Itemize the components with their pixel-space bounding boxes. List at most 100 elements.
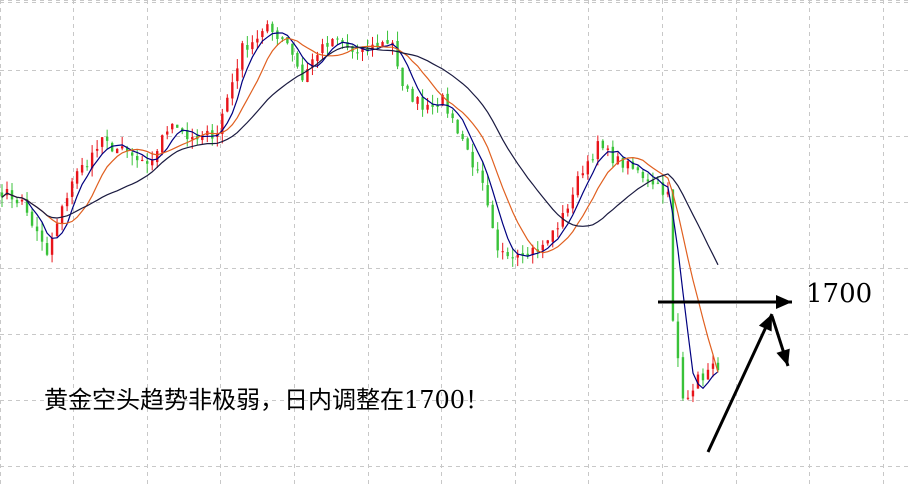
candle-down [406, 85, 409, 89]
candle-up [55, 223, 59, 236]
candle-up [20, 199, 24, 202]
candle-up [361, 47, 364, 53]
candle-up [696, 374, 700, 389]
candle-up [151, 160, 154, 166]
candle-down [30, 211, 34, 226]
candle-down [476, 169, 479, 171]
candle-down [506, 252, 509, 257]
candle-up [426, 104, 429, 110]
candle-up [201, 135, 204, 141]
candle-up [226, 97, 229, 112]
candle-down [411, 88, 414, 102]
candle-down [401, 67, 404, 87]
candle-down [130, 152, 134, 156]
dip-arrow-head [776, 348, 790, 366]
candle-up [256, 38, 259, 43]
candle-up [711, 363, 715, 369]
candle-up [5, 189, 9, 196]
candle-up [581, 173, 585, 176]
candle-up [626, 161, 630, 169]
candle-down [511, 257, 514, 259]
candle-down [656, 182, 660, 184]
target-price-label: 1700 [806, 279, 872, 309]
candle-down [146, 161, 149, 164]
candle-up [251, 42, 254, 50]
candle-up [156, 151, 159, 163]
candle-down [396, 40, 399, 67]
target-arrow-head [776, 295, 792, 309]
candle-down [636, 167, 640, 171]
candle-down [451, 113, 454, 119]
candle-down [301, 64, 304, 81]
candle-down [631, 161, 635, 169]
candle-down [646, 179, 650, 182]
candle-down [641, 171, 645, 179]
annotation-arrows [658, 295, 792, 453]
candle-down [326, 42, 329, 47]
candle-up [546, 240, 549, 244]
candle-up [75, 171, 79, 184]
candle-down [341, 40, 344, 43]
candle-down [45, 243, 49, 255]
dip-arrow [770, 315, 790, 367]
candle-down [286, 37, 289, 44]
candle-up [616, 156, 620, 164]
candle-up [576, 176, 580, 196]
candle-up [706, 369, 710, 380]
candle-down [366, 47, 369, 52]
candle-down [356, 52, 359, 54]
candle-down [601, 140, 605, 149]
candle-down [436, 104, 439, 107]
candle-up [551, 230, 554, 242]
candle-down [651, 180, 655, 185]
candle-up [556, 228, 559, 230]
rebound-arrow-head [758, 314, 772, 332]
candle-up [306, 69, 309, 83]
ma-long-line [1, 46, 719, 266]
ma-mid-line [1, 37, 719, 373]
candle-up [501, 251, 504, 253]
candle-up [191, 137, 194, 140]
candle-down [481, 170, 484, 183]
candle-down [591, 159, 595, 161]
candle-down [671, 189, 675, 321]
candle-down [246, 44, 249, 50]
candle-down [291, 43, 294, 55]
candle-down [701, 373, 705, 381]
candle-down [526, 253, 529, 257]
candle-down [281, 37, 284, 39]
candle-down [456, 119, 459, 134]
candle-up [381, 42, 384, 47]
candle-down [276, 30, 279, 39]
candle-down [346, 42, 349, 48]
candle-down [296, 52, 299, 67]
candle-up [331, 39, 334, 47]
candle-up [120, 146, 124, 149]
candle-down [105, 136, 109, 141]
candle-up [531, 247, 534, 256]
candle-down [110, 142, 114, 152]
candle-up [60, 206, 64, 224]
rebound-arrow [706, 313, 774, 453]
candle-down [446, 93, 449, 114]
candle-up [371, 44, 374, 50]
candle-down [421, 97, 424, 110]
candle-up [70, 181, 74, 197]
candle-down [661, 182, 665, 195]
candle-down [15, 199, 19, 204]
candle-down [135, 155, 139, 161]
candle-up [80, 165, 84, 173]
candle-up [596, 141, 600, 160]
candle-up [166, 131, 169, 135]
candle-up [241, 43, 244, 70]
candle-down [0, 192, 4, 198]
candle-down [376, 42, 379, 48]
candle-up [140, 159, 144, 161]
candle-down [431, 104, 434, 107]
candle-up [686, 397, 690, 399]
candle-up [516, 254, 519, 258]
candle-down [611, 146, 615, 164]
candle-down [386, 40, 389, 44]
